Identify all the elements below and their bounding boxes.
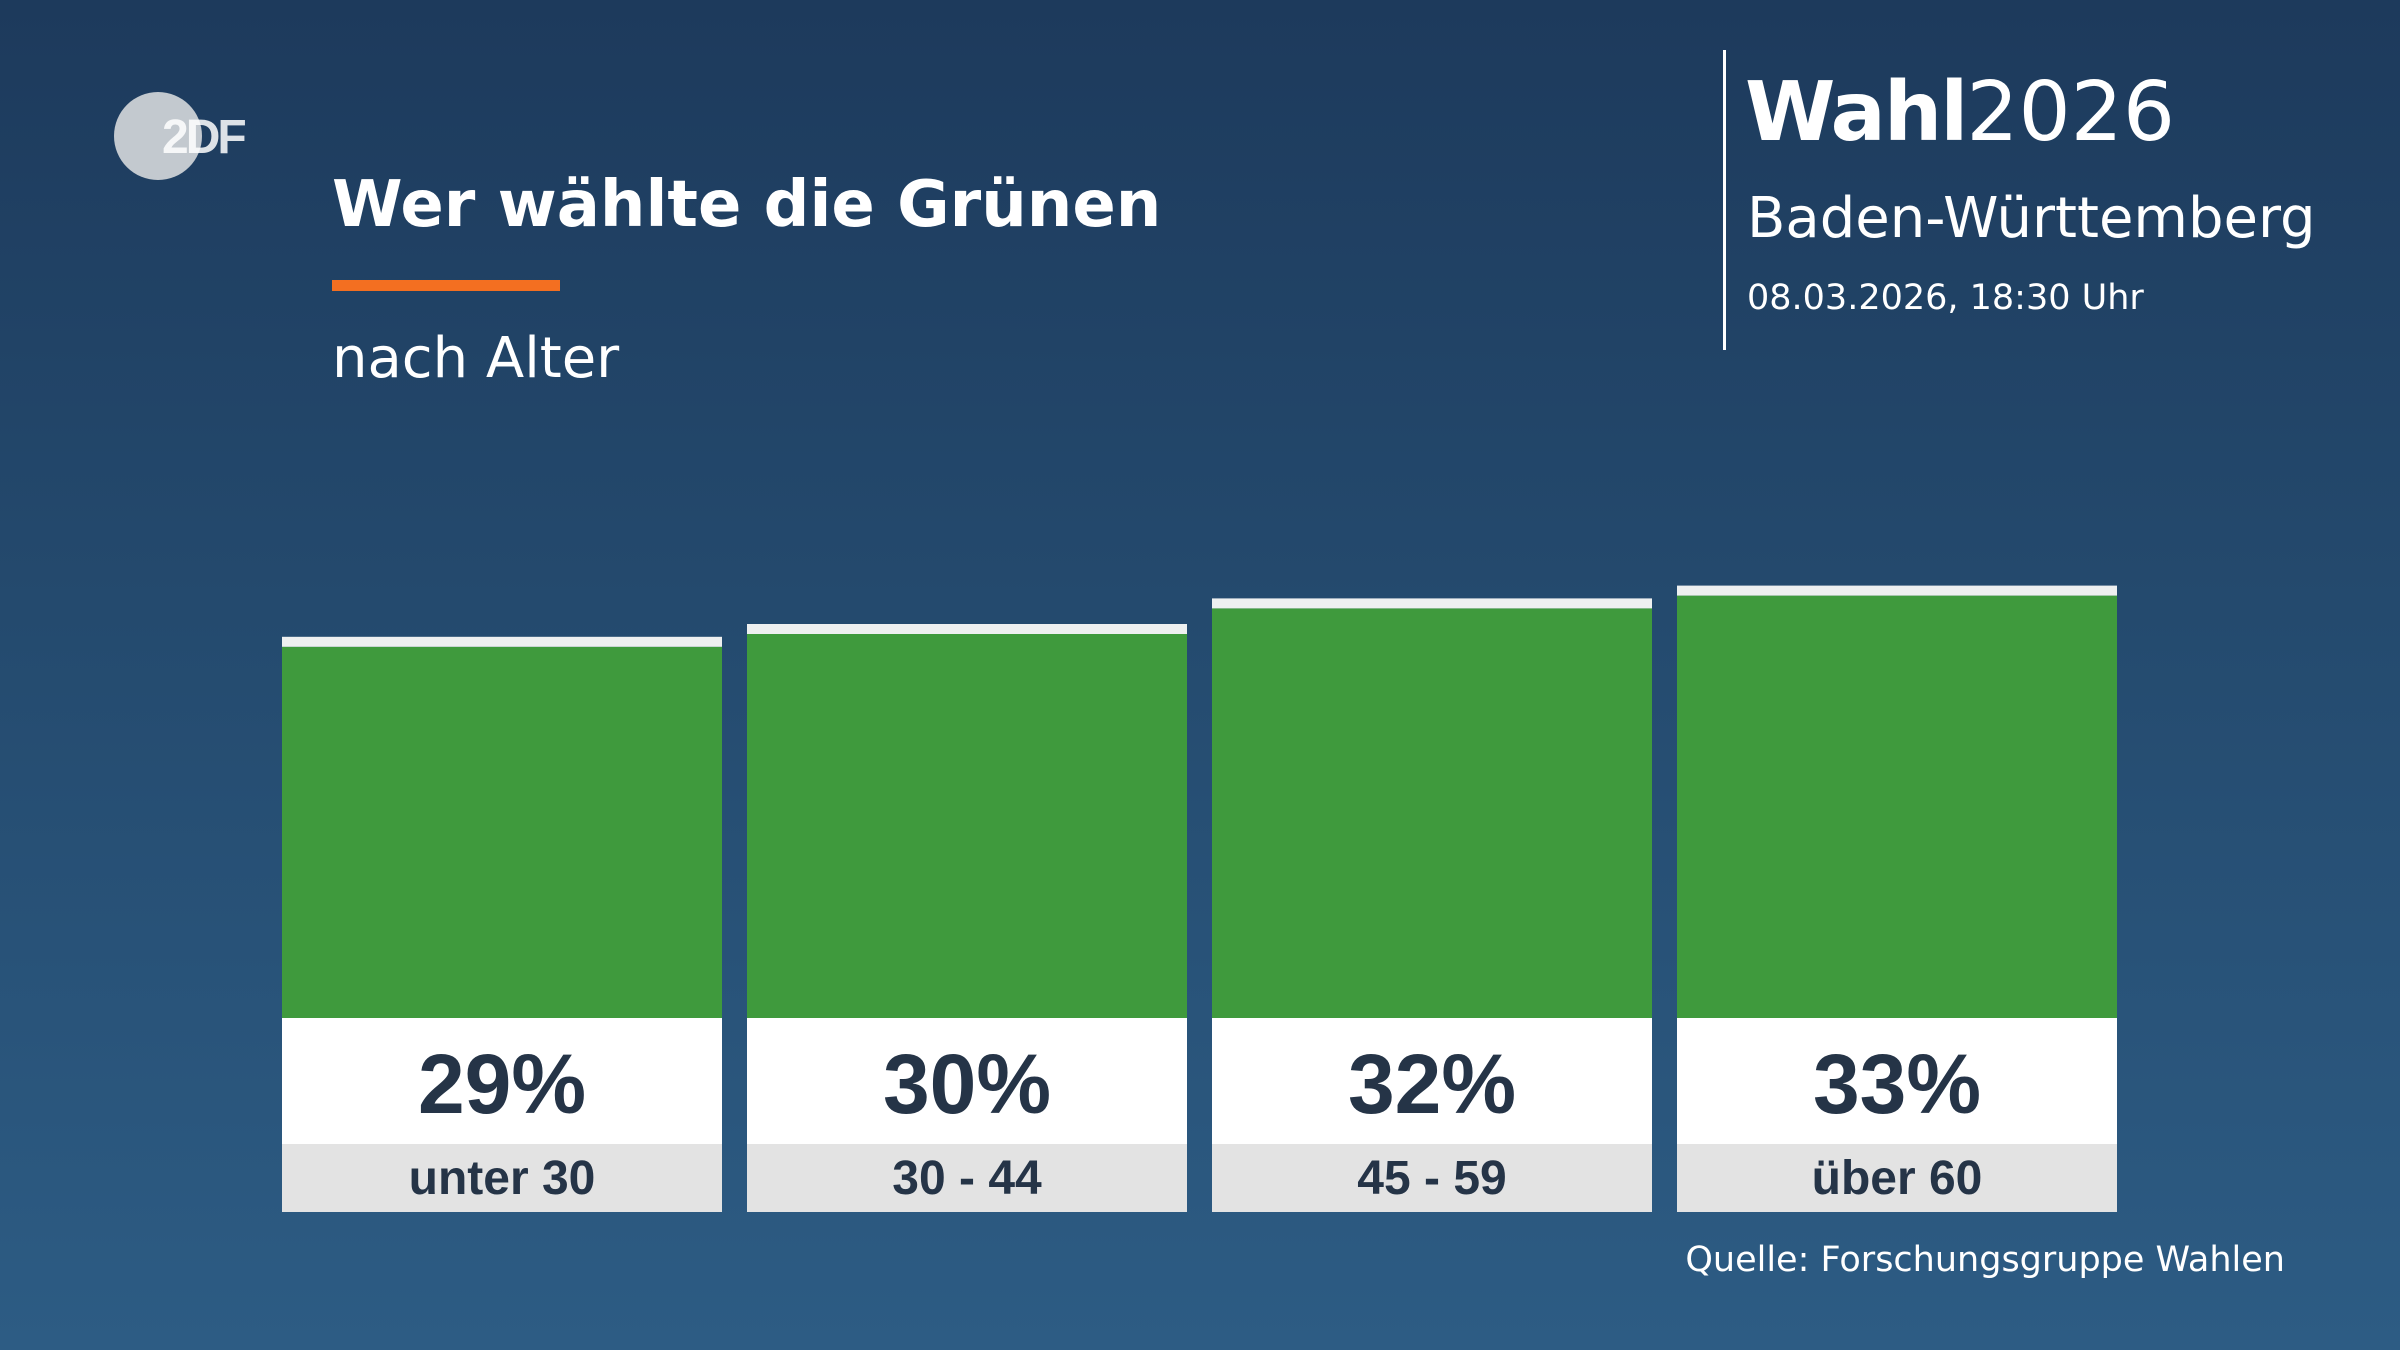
accent-line bbox=[332, 280, 560, 291]
brand-year: 2026 bbox=[1966, 65, 2176, 160]
value-box bbox=[747, 1018, 1187, 1144]
category-label: 45 - 59 bbox=[1357, 1152, 1506, 1205]
data-label: 33% bbox=[1813, 1037, 1981, 1131]
election-brand: Wahl2026 bbox=[1745, 72, 2175, 154]
bar-cap bbox=[1677, 585, 2117, 596]
date-label: 08.03.2026, 18:30 Uhr bbox=[1747, 278, 2144, 318]
category-label: unter 30 bbox=[409, 1152, 596, 1205]
category-label: 30 - 44 bbox=[892, 1152, 1042, 1205]
data-label: 30% bbox=[883, 1037, 1051, 1131]
brand-wahl: Wahl bbox=[1745, 65, 1968, 160]
value-box bbox=[282, 1018, 722, 1144]
category-box bbox=[282, 1144, 722, 1212]
category-box bbox=[1212, 1144, 1652, 1212]
bar bbox=[1212, 608, 1652, 1018]
data-label: 29% bbox=[418, 1037, 586, 1131]
category-box bbox=[1677, 1144, 2117, 1212]
data-label: 32% bbox=[1348, 1037, 1516, 1131]
region-label: Baden-Württemberg bbox=[1747, 186, 2316, 251]
chart-title: Wer wählte die Grünen bbox=[332, 168, 1162, 242]
bar-cap bbox=[282, 636, 722, 647]
bar-cap bbox=[1212, 598, 1652, 609]
value-box bbox=[1677, 1018, 2117, 1144]
zdf-logo-text: 2DF bbox=[162, 111, 245, 164]
category-box bbox=[747, 1144, 1187, 1212]
value-box bbox=[1212, 1018, 1652, 1144]
bar bbox=[282, 646, 722, 1018]
bar bbox=[747, 634, 1187, 1018]
chart-subtitle: nach Alter bbox=[332, 326, 620, 391]
category-label: über 60 bbox=[1812, 1152, 1983, 1205]
source-note: Quelle: Forschungsgruppe Wahlen bbox=[1685, 1240, 2285, 1280]
zdf-logo: 2DF bbox=[114, 91, 274, 181]
header-divider bbox=[1723, 50, 1726, 350]
bar-cap bbox=[747, 624, 1187, 634]
bar bbox=[1677, 595, 2117, 1018]
